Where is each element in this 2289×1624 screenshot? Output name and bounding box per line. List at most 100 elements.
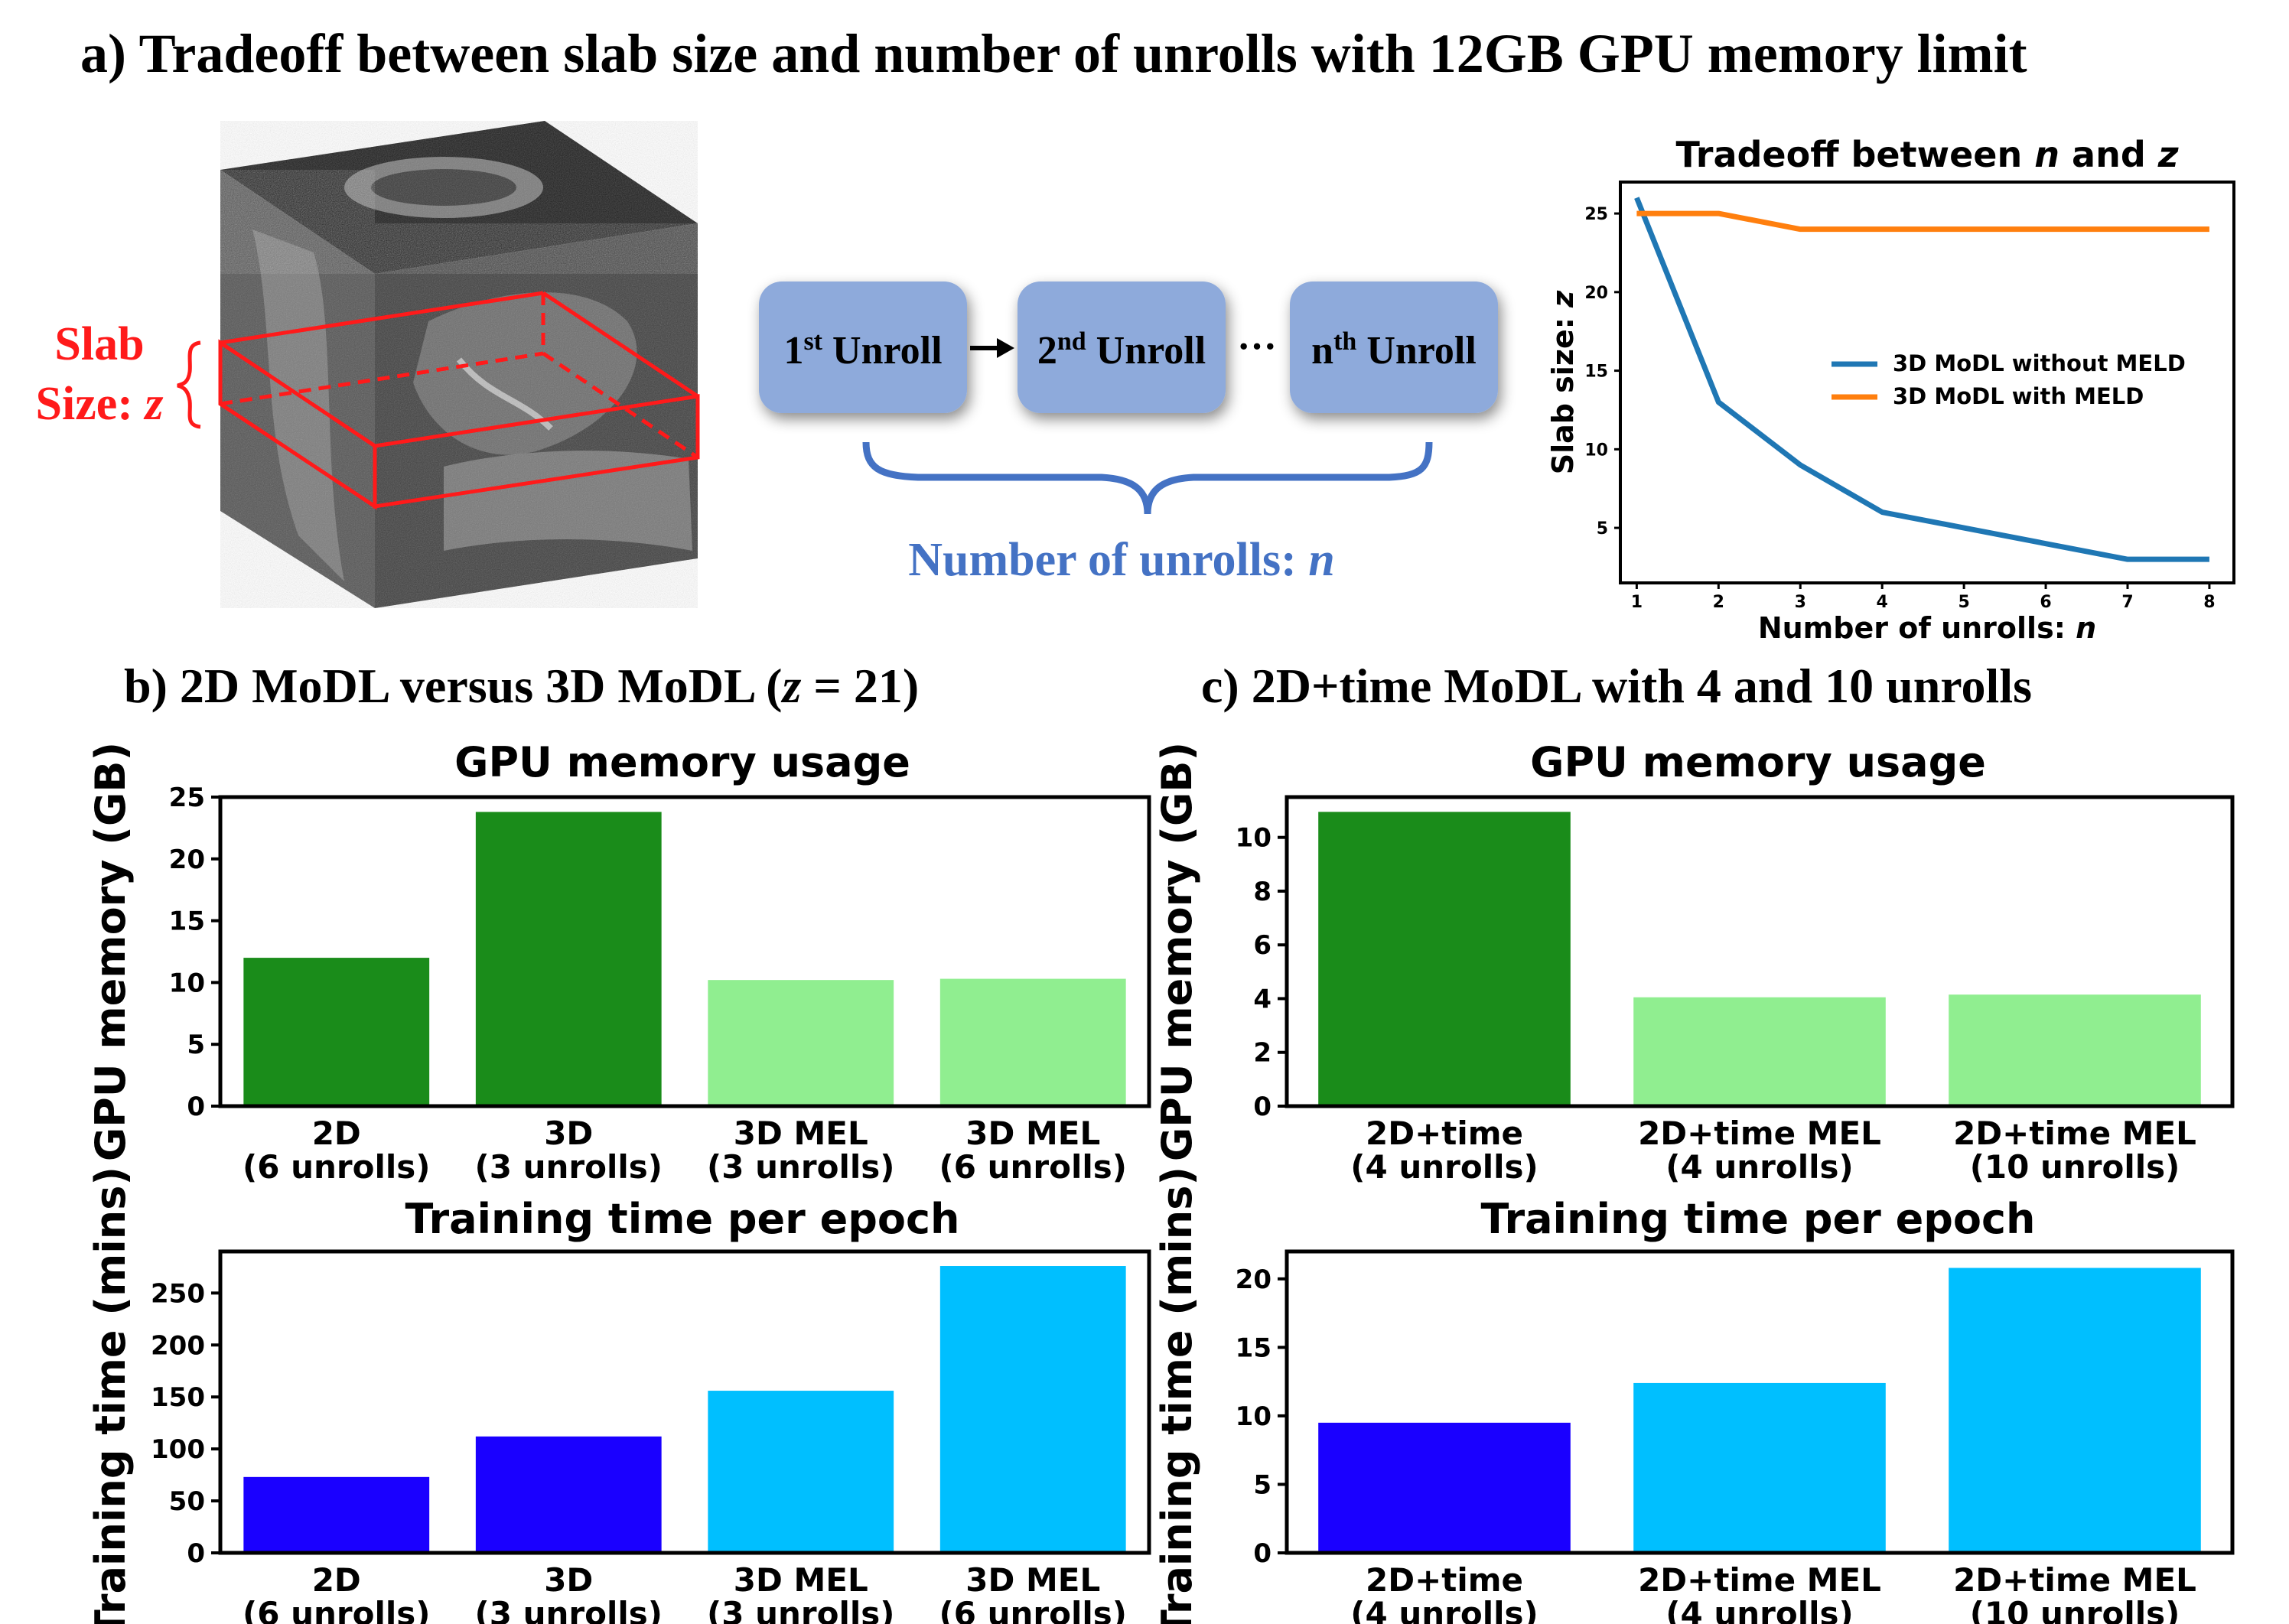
b_time-bar-1 xyxy=(475,1436,662,1553)
tradeoff-series-1 xyxy=(1636,210,2209,233)
unroll-brace-icon xyxy=(862,441,1433,515)
panel-b-title: b) 2D MoDL versus 3D MoDL (z = 21) xyxy=(124,659,919,713)
tradeoff-xtick-5: 6 xyxy=(2040,593,2051,612)
c_memory-ytick-3: 6 xyxy=(1253,930,1271,961)
arrow-right-icon xyxy=(997,338,1014,358)
slab-box xyxy=(218,291,700,510)
panel-b-title-suffix: = 21) xyxy=(801,659,919,713)
b_memory-bar-3 xyxy=(939,978,1126,1106)
unroll-chain: 1st Unroll 2nd Unroll ··· nth Unroll Num… xyxy=(759,282,1498,586)
b_time-xtick-3-line1: 3D MEL xyxy=(965,1561,1100,1599)
b_memory-xtick-0-line2: (6 unrolls) xyxy=(243,1148,430,1186)
c_time-axes-frame xyxy=(1285,1249,2235,1555)
c_time-xtick-0-line2: (4 unrolls) xyxy=(1350,1595,1538,1624)
b_memory-bar-1 xyxy=(475,812,662,1106)
b_memory-ylabel: GPU memory (GB) xyxy=(86,742,135,1161)
c_memory-ytick-5: 10 xyxy=(1236,823,1271,854)
tradeoff-ytick-0: 5 xyxy=(1597,519,1608,539)
unroll-box-n: nth Unroll xyxy=(1290,282,1498,413)
tradeoff-title-prefix: Tradeoff between xyxy=(1675,134,2034,175)
b_time-ylabel: Training time (mins) xyxy=(86,1167,135,1624)
tradeoff-ylabel-prefix: Slab size: xyxy=(1546,308,1580,474)
c_memory-bar-0 xyxy=(1318,812,1571,1106)
b_memory-ytick-2: 10 xyxy=(169,968,205,998)
b_memory-axes-frame xyxy=(218,795,1151,1108)
c_memory-xtick-1-line2: (4 unrolls) xyxy=(1665,1148,1853,1186)
unroll-box-1-rect xyxy=(759,282,967,413)
unroll-box-2: 2nd Unroll xyxy=(1018,282,1226,413)
c_memory-ytick-0: 0 xyxy=(1253,1092,1271,1122)
slab-label-line1: Slab xyxy=(54,318,144,370)
unroll-1-sup: st xyxy=(803,327,822,356)
c_time-bar-0 xyxy=(1318,1422,1571,1553)
unroll-2-sup: nd xyxy=(1057,327,1086,356)
c_time-ytick-0: 0 xyxy=(1253,1538,1271,1569)
c_time-xtick-1-line2: (4 unrolls) xyxy=(1665,1595,1853,1624)
c_time-ytick-2: 10 xyxy=(1236,1401,1271,1432)
b_memory-xtick-3-line2: (6 unrolls) xyxy=(939,1148,1127,1186)
unroll-box-n-label: nth Unroll xyxy=(1311,327,1477,373)
b_memory-xtick-2-line2: (3 unrolls) xyxy=(707,1148,894,1186)
b_time-title: Training time per epoch xyxy=(405,1195,960,1243)
b_memory-xtick-1-line1: 3D xyxy=(544,1115,593,1152)
unroll-box-1: 1st Unroll xyxy=(759,282,967,413)
unroll-box-2-rect xyxy=(1018,282,1226,413)
b_memory-xtick-2-line1: 3D MEL xyxy=(734,1115,868,1152)
b_time-ytick-3: 150 xyxy=(151,1382,205,1413)
c_time-xtick-2-line1: 2D+time MEL xyxy=(1953,1561,2196,1599)
c_memory-ytick-2: 4 xyxy=(1253,984,1271,1014)
tradeoff-ytick-2: 15 xyxy=(1584,363,1608,382)
c_memory-axes-frame xyxy=(1285,795,2235,1108)
cube-noise-front xyxy=(375,223,698,608)
c_time-xtick-1-line1: 2D+time MEL xyxy=(1638,1561,1881,1599)
b_memory-ytick-4: 20 xyxy=(169,845,205,875)
tradeoff-title: Tradeoff between n and z xyxy=(1675,134,2178,175)
b_time-xtick-2-line2: (3 unrolls) xyxy=(707,1595,894,1624)
slab-label-var: z xyxy=(143,378,163,430)
b_memory-bar-0 xyxy=(243,958,430,1106)
b_memory-title: GPU memory usage xyxy=(454,738,910,786)
unroll-count-prefix: Number of unrolls: xyxy=(908,534,1308,586)
mri-cube xyxy=(218,121,700,608)
unroll-1-word: Unroll xyxy=(822,329,943,373)
tradeoff-title-mid: and xyxy=(2059,134,2158,175)
c_memory-xtick-1-line1: 2D+time MEL xyxy=(1638,1115,1881,1152)
unroll-box-1-label: 1st Unroll xyxy=(783,327,942,373)
b_memory-bar-2 xyxy=(708,980,894,1106)
b_time-axes-frame xyxy=(218,1249,1151,1555)
c_memory-bar-2 xyxy=(1949,994,2201,1106)
c_time-bar-1 xyxy=(1633,1382,1886,1553)
b_time-bar-0 xyxy=(243,1476,430,1553)
cube-noise-left xyxy=(220,170,375,608)
panel-c-title: c) 2D+time MoDL with 4 and 10 unrolls xyxy=(1201,659,2032,713)
c_memory-xtick-0-line1: 2D+time xyxy=(1366,1115,1523,1152)
c_memory-xtick-0-line2: (4 unrolls) xyxy=(1350,1148,1538,1186)
unroll-2-word: Unroll xyxy=(1086,329,1206,373)
c_memory-ytick-1: 2 xyxy=(1253,1038,1271,1069)
c_time-bar-2 xyxy=(1949,1268,2201,1553)
c_memory-bar-1 xyxy=(1633,997,1886,1106)
unroll-box-2-label: 2nd Unroll xyxy=(1037,327,1206,373)
b_time-xtick-1-line2: (3 unrolls) xyxy=(475,1595,663,1624)
b_memory-xtick-1-line2: (3 unrolls) xyxy=(475,1148,663,1186)
b_time-ytick-5: 250 xyxy=(151,1278,205,1309)
unroll-2-num: 2 xyxy=(1037,329,1057,373)
tradeoff-xtick-6: 7 xyxy=(2121,593,2133,612)
c_time-ytick-1: 5 xyxy=(1253,1469,1271,1500)
tradeoff-xtick-2: 3 xyxy=(1795,593,1806,612)
tradeoff-line-chart: Tradeoff between n and z 1 2 3 4 5 6 7 8 5 10 15 20 2… xyxy=(1546,134,2235,645)
b_time-bar-3 xyxy=(939,1266,1126,1553)
tradeoff-xtick-3: 4 xyxy=(1877,593,1888,612)
tradeoff-xtick-0: 1 xyxy=(1631,593,1643,612)
b_time-bar-2 xyxy=(708,1391,894,1553)
b_time-ytick-4: 200 xyxy=(151,1330,205,1361)
tradeoff-series-0 xyxy=(1634,197,2209,562)
unroll-box-n-rect xyxy=(1290,282,1498,413)
c_memory-ytick-4: 8 xyxy=(1253,877,1271,907)
cube-noise-top xyxy=(220,121,698,274)
slab-label-line2: Size: z xyxy=(35,378,163,430)
tradeoff-xtick-4: 5 xyxy=(1958,593,1969,612)
